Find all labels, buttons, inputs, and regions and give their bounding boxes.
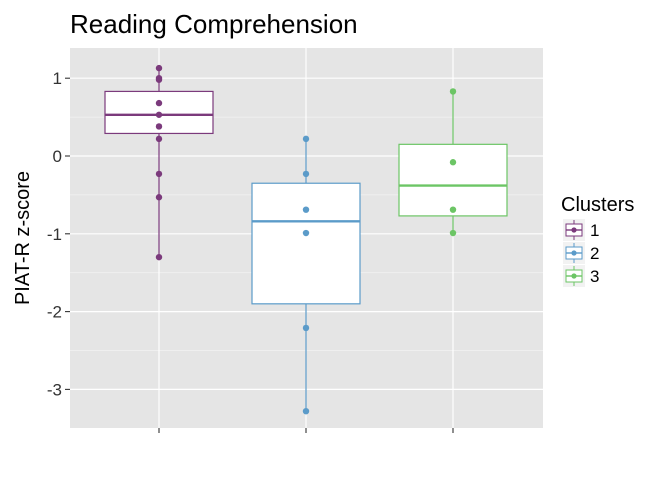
box-cluster-2 (251, 138, 361, 412)
chart-title: Reading Comprehension (70, 9, 358, 39)
data-point-cluster-1 (155, 170, 163, 178)
data-point-cluster-1 (155, 64, 163, 72)
data-point-cluster-3 (449, 206, 457, 213)
legend: 1 2 3 (563, 219, 599, 287)
y-tick-label: 0 (53, 147, 62, 166)
iqr-box (251, 182, 361, 305)
legend-key-point (571, 273, 577, 279)
legend-label: 3 (590, 267, 599, 286)
box-layer (104, 68, 508, 412)
y-tick-label: -2 (47, 303, 62, 322)
legend-key-point (571, 250, 577, 256)
data-point-cluster-1 (155, 111, 163, 118)
data-point-cluster-2 (302, 407, 310, 415)
data-point-cluster-2 (302, 229, 310, 237)
data-point-cluster-1 (155, 135, 163, 143)
data-point-cluster-2 (302, 324, 310, 332)
data-point-cluster-3 (449, 229, 457, 237)
legend-item-3: 3 (563, 265, 599, 287)
point-layer (155, 64, 457, 415)
iqr-box (398, 143, 508, 217)
y-tick-label: -1 (47, 225, 62, 244)
x-axis (158, 428, 454, 433)
box-cluster-3 (398, 91, 508, 234)
legend-key-point (571, 227, 577, 233)
data-point-cluster-3 (449, 88, 457, 95)
data-point-cluster-1 (155, 76, 163, 83)
y-axis: 1 0 -1 -2 -3 (47, 69, 70, 399)
y-tick-label: 1 (53, 69, 62, 88)
legend-item-2: 2 (563, 242, 599, 264)
legend-label: 2 (590, 244, 599, 263)
legend-item-1: 1 (563, 219, 599, 241)
y-axis-label: PIAT-R z-score (12, 171, 34, 305)
y-tick-label: -3 (47, 380, 62, 399)
legend-label: 1 (590, 221, 599, 240)
data-point-cluster-2 (302, 170, 310, 178)
data-point-cluster-1 (155, 194, 163, 201)
legend-title: Clusters (561, 194, 634, 216)
data-point-cluster-2 (302, 135, 310, 143)
data-point-cluster-2 (302, 206, 310, 213)
data-point-cluster-1 (155, 99, 163, 107)
data-point-cluster-3 (449, 159, 457, 166)
data-point-cluster-1 (155, 253, 163, 261)
data-point-cluster-1 (155, 123, 163, 130)
